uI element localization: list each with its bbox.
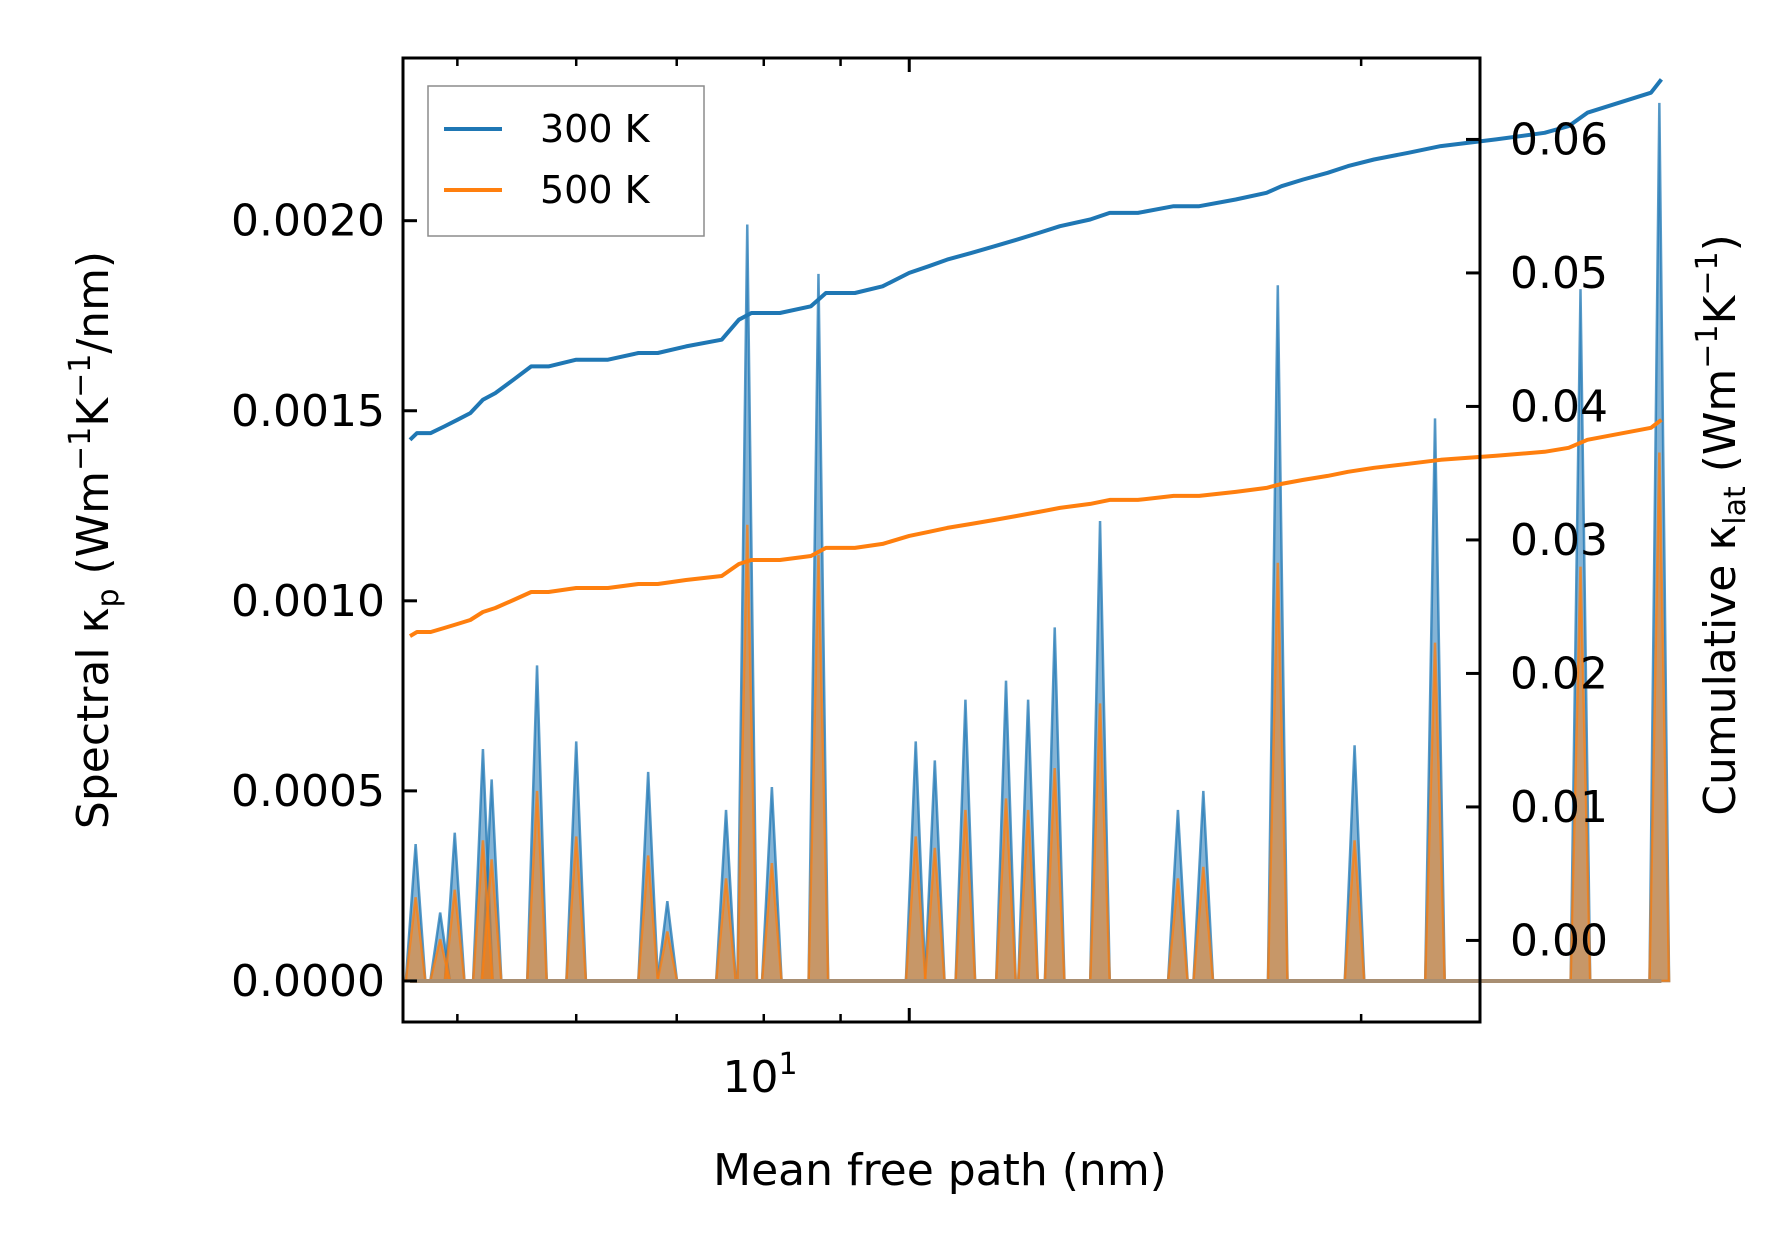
left-y-tick-label-0: 0.0000 [231, 956, 385, 1007]
plot-area [404, 78, 1671, 983]
right-y-tick-label-5: 0.05 [1510, 248, 1608, 299]
legend-label-500k: 500 K [540, 168, 651, 212]
cumulative-line-500k [408, 418, 1663, 638]
right-y-tick-label-0: 0.00 [1510, 915, 1608, 966]
legend-box [427, 85, 705, 237]
right-y-axis-title: Cumulative κlat (Wm−1K−1) [1690, 234, 1753, 816]
cumulative-line-300k [408, 78, 1663, 442]
x-axis-title: Mean free path (nm) [713, 1145, 1167, 1196]
x-tick-label-10: 101 [722, 1047, 797, 1103]
left-y-tick-label-2: 0.0010 [231, 576, 385, 627]
left-y-tick-label-3: 0.0015 [231, 386, 385, 437]
left-y-axis: 0.0000 0.0005 0.0010 0.0015 0.0020 [231, 196, 417, 1007]
left-y-tick-label-4: 0.0020 [231, 196, 385, 247]
legend-label-300k: 300 K [540, 107, 651, 151]
right-y-tick-label-1: 0.01 [1510, 782, 1608, 833]
left-y-tick-label-1: 0.0005 [231, 766, 385, 817]
right-y-tick-label-6: 0.06 [1510, 114, 1608, 165]
right-y-tick-label-2: 0.02 [1510, 648, 1608, 699]
left-y-axis-title: Spectral κp (Wm−1K−1/nm) [63, 251, 126, 829]
plot-frame [401, 56, 1482, 1024]
right-y-axis: 0.00 0.01 0.02 0.03 0.04 0.05 0.06 [1466, 114, 1608, 966]
right-y-tick-label-4: 0.04 [1510, 381, 1608, 432]
legend: 300 K 500 K [427, 85, 705, 237]
right-y-tick-label-3: 0.03 [1510, 515, 1608, 566]
